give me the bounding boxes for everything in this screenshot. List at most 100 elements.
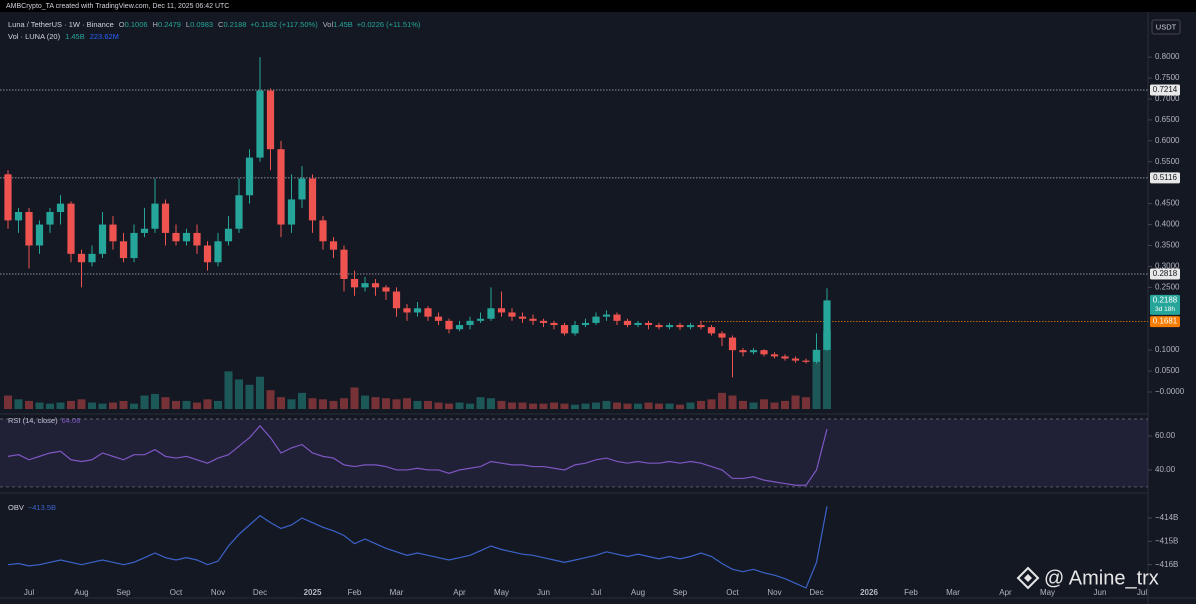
y-tick-label: −416B: [1155, 560, 1178, 569]
volume-bar: [329, 400, 338, 409]
volume-bar: [770, 402, 779, 409]
candle-body: [466, 320, 474, 326]
candle-body: [266, 90, 275, 150]
volume-bar: [665, 403, 674, 409]
candle-body: [193, 232, 201, 246]
volume-bar: [697, 400, 705, 409]
x-tick-label: Feb: [348, 588, 362, 597]
x-tick-label: Dec: [809, 588, 823, 597]
volume-bar: [539, 403, 548, 409]
candle-body: [791, 358, 800, 361]
volume-bar: [214, 400, 222, 409]
legend-item: C: [218, 20, 224, 29]
candle-body: [56, 203, 65, 212]
x-tick-label: Sep: [673, 588, 688, 597]
volume-bar: [823, 331, 831, 409]
y-tick-label: 0.2500: [1155, 282, 1180, 291]
legend-item: Vol · LUNA (20): [8, 32, 61, 41]
candle-body: [371, 283, 380, 288]
candle-body: [497, 308, 506, 313]
volume-bar: [623, 403, 632, 409]
legend-item: RSI (14, close): [8, 416, 58, 425]
candle-body: [4, 174, 12, 221]
volume-bar: [392, 399, 401, 409]
countdown: 3d 18h: [1155, 306, 1175, 313]
legend-item: O: [119, 20, 125, 29]
candle-body: [613, 314, 621, 321]
candle-body: [823, 300, 831, 350]
watermark: @ Amine_trx: [1016, 566, 1159, 590]
candle-body: [119, 241, 128, 259]
candle-body: [802, 360, 810, 362]
y-tick-label: 0.7500: [1155, 73, 1180, 82]
candle-body: [445, 320, 453, 330]
legend-item: Vol: [323, 20, 334, 29]
candle-body: [623, 320, 632, 326]
volume-bar: [466, 403, 474, 409]
candle-body: [77, 253, 86, 263]
volume-bar: [77, 399, 86, 409]
volume-bar: [445, 403, 453, 409]
candle-body: [739, 350, 747, 353]
y-tick-label: 0.8000: [1155, 52, 1180, 61]
candle-body: [182, 232, 191, 242]
y-tick-label: −414B: [1155, 513, 1178, 522]
y-tick-label: 0.6000: [1155, 136, 1180, 145]
volume-bar: [287, 399, 296, 409]
candle-body: [308, 178, 317, 221]
volume-bar: [151, 393, 159, 409]
candle-body: [403, 308, 411, 313]
y-tick-label: 0.4500: [1155, 199, 1180, 208]
y-tick-label: 60.00: [1155, 431, 1176, 440]
volume-bar: [172, 400, 180, 409]
obv-legend: OBV −413.5B: [8, 503, 56, 512]
candle-body: [172, 232, 180, 242]
legend-item: 0.0983: [190, 20, 213, 29]
volume-bar: [707, 399, 716, 409]
volume-bar: [161, 397, 170, 409]
indicator-line: [7, 506, 828, 589]
candle-body: [287, 199, 296, 225]
watermark-icon: [1024, 574, 1032, 582]
y-tick-label: 0.5500: [1155, 157, 1180, 166]
candle-body: [571, 325, 579, 334]
legend-item: 1.45B: [65, 32, 85, 41]
candle-body: [644, 322, 653, 326]
x-tick-label: Nov: [767, 588, 781, 597]
candle-body: [14, 212, 23, 221]
candle-body: [581, 322, 590, 326]
x-tick-label: Feb: [904, 588, 918, 597]
y-tick-label: −415B: [1155, 536, 1178, 545]
volume-bar: [203, 399, 212, 409]
volume-bar: [781, 400, 789, 409]
legend-item: +0.0226 (+11.51%): [357, 20, 421, 29]
volume-bar: [676, 404, 684, 409]
volume-bar: [350, 387, 359, 409]
volume-bar: [130, 403, 138, 409]
candle-body: [329, 241, 338, 250]
x-tick-label: 2025: [304, 588, 322, 597]
candle-body: [476, 318, 485, 321]
x-tick-label: Dec: [253, 588, 267, 597]
volume-bar: [634, 403, 642, 409]
credit-bar: [0, 0, 1196, 12]
x-tick-label: Jun: [1094, 588, 1107, 597]
x-tick-label: Apr: [999, 588, 1012, 597]
candle-body: [350, 278, 359, 288]
volume-bar: [46, 403, 54, 409]
volume-bar: [109, 402, 117, 409]
volume-bar: [529, 403, 537, 409]
candle-body: [487, 308, 495, 319]
candle-body: [203, 245, 212, 263]
candle-body: [256, 90, 264, 158]
volume-bar: [791, 395, 800, 409]
candle-body: [130, 232, 138, 259]
y-tick-label: 0.3000: [1155, 262, 1180, 271]
marker-badge: [1150, 316, 1180, 328]
price-badge-label: 0.2188: [1153, 296, 1178, 305]
candle-body: [676, 325, 684, 328]
candle-body: [728, 337, 737, 351]
candle-body: [812, 349, 821, 362]
indicator-line: [7, 424, 828, 486]
candle-body: [455, 325, 464, 330]
